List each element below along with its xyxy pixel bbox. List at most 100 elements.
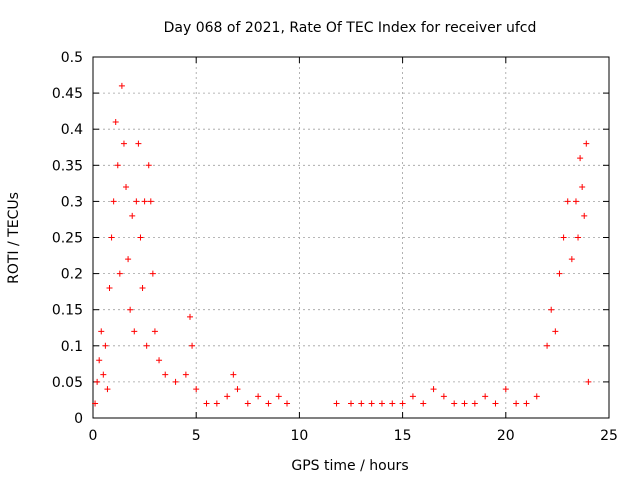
y-tick-label: 0.35 xyxy=(52,158,83,174)
data-point xyxy=(203,400,210,407)
data-point xyxy=(182,371,189,378)
data-point xyxy=(533,393,540,400)
y-tick-label: 0.5 xyxy=(61,50,83,66)
data-point xyxy=(131,328,138,335)
data-point xyxy=(548,306,555,313)
data-point xyxy=(581,212,588,219)
data-point xyxy=(399,400,406,407)
x-tick-label: 20 xyxy=(497,428,515,444)
data-point xyxy=(471,400,478,407)
x-axis-label: GPS time / hours xyxy=(291,458,408,474)
data-point xyxy=(409,393,416,400)
data-point xyxy=(139,285,146,292)
data-point xyxy=(461,400,468,407)
data-point xyxy=(579,183,586,190)
data-point xyxy=(333,400,340,407)
data-point xyxy=(358,400,365,407)
data-point xyxy=(275,393,282,400)
data-point xyxy=(94,378,101,385)
y-tick-label: 0.25 xyxy=(52,231,83,247)
data-point xyxy=(162,371,169,378)
data-point xyxy=(492,400,499,407)
data-point xyxy=(135,140,142,147)
data-point xyxy=(145,162,152,169)
data-point xyxy=(143,342,150,349)
x-tick-label: 25 xyxy=(600,428,618,444)
data-point xyxy=(98,328,105,335)
y-tick-label: 0.4 xyxy=(61,122,83,138)
x-tick-label: 15 xyxy=(394,428,412,444)
data-point xyxy=(96,357,103,364)
data-point xyxy=(172,378,179,385)
data-point xyxy=(224,393,231,400)
y-tick-label: 0 xyxy=(74,411,83,427)
data-point xyxy=(544,342,551,349)
data-point xyxy=(284,400,291,407)
data-point xyxy=(189,342,196,349)
data-point xyxy=(577,155,584,162)
data-point xyxy=(552,328,559,335)
data-point xyxy=(378,400,385,407)
plot-frame xyxy=(92,56,610,419)
data-point xyxy=(137,234,144,241)
y-tick-label: 0.45 xyxy=(52,86,83,102)
data-point xyxy=(120,140,127,147)
data-point xyxy=(420,400,427,407)
data-point xyxy=(106,285,113,292)
y-tick-label: 0.15 xyxy=(52,303,83,319)
data-point xyxy=(141,198,148,205)
data-point xyxy=(102,342,109,349)
data-point xyxy=(147,198,154,205)
data-point xyxy=(572,198,579,205)
data-point xyxy=(112,118,119,125)
data-point xyxy=(451,400,458,407)
data-point xyxy=(151,328,158,335)
y-axis-label: ROTI / TECUs xyxy=(6,192,22,284)
data-point xyxy=(118,82,125,89)
x-tick-label: 10 xyxy=(290,428,308,444)
y-tick-label: 0.1 xyxy=(61,339,83,355)
data-point xyxy=(568,256,575,263)
data-point xyxy=(583,140,590,147)
data-point xyxy=(440,393,447,400)
y-tick-label: 0.3 xyxy=(61,194,83,210)
data-point xyxy=(133,198,140,205)
data-point xyxy=(560,234,567,241)
data-point xyxy=(265,400,272,407)
data-point xyxy=(348,400,354,407)
data-point xyxy=(556,270,563,277)
x-tick-label: 5 xyxy=(192,428,201,444)
data-points xyxy=(92,82,592,407)
data-point xyxy=(513,400,520,407)
data-point xyxy=(193,386,200,393)
y-tick-label: 0.2 xyxy=(61,267,83,283)
data-point xyxy=(125,256,132,263)
data-point xyxy=(123,183,130,190)
x-tick-label: 0 xyxy=(89,428,98,444)
data-point xyxy=(389,400,396,407)
data-point xyxy=(575,234,582,241)
data-point xyxy=(110,198,117,205)
data-point xyxy=(430,386,437,393)
data-point xyxy=(230,371,237,378)
data-point xyxy=(244,400,251,407)
data-point xyxy=(129,212,136,219)
data-point xyxy=(255,393,262,400)
data-point xyxy=(187,313,194,320)
data-point xyxy=(585,378,592,385)
tick-labels: 0 0.05 0.1 0.15 0.2 0.25 0.3 0.35 0.4 0.45 0.5 0 5 10… xyxy=(52,50,618,444)
data-point xyxy=(156,357,163,364)
data-point xyxy=(92,400,99,407)
data-point xyxy=(127,306,134,313)
grid-lines xyxy=(93,57,609,418)
data-point xyxy=(116,270,123,277)
data-point xyxy=(100,371,107,378)
data-point xyxy=(482,393,489,400)
data-point xyxy=(564,198,571,205)
chart-title: Day 068 of 2021, Rate Of TEC Index for r… xyxy=(164,20,537,36)
data-point xyxy=(368,400,375,407)
data-point xyxy=(149,270,156,277)
data-point xyxy=(114,162,121,169)
